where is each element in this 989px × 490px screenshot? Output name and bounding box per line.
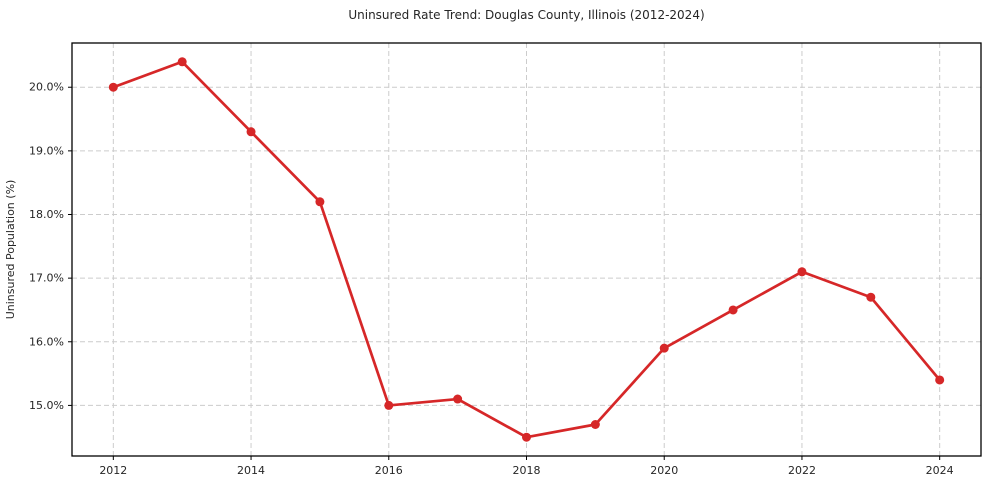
data-point <box>177 57 187 67</box>
chart-title: Uninsured Rate Trend: Douglas County, Il… <box>348 8 705 22</box>
data-point <box>108 82 118 92</box>
data-point <box>866 292 876 302</box>
data-point <box>384 400 394 410</box>
x-tick-label: 2024 <box>926 464 954 477</box>
data-point <box>590 420 600 429</box>
y-tick-label: 19.0% <box>29 144 64 157</box>
data-point <box>935 375 945 385</box>
data-point <box>315 197 325 207</box>
y-tick-label: 18.0% <box>29 208 64 221</box>
data-point <box>522 432 531 442</box>
plot-area-border <box>71 42 982 457</box>
data-point <box>659 343 669 353</box>
y-tick-label: 17.0% <box>29 272 64 285</box>
y-tick-label: 20.0% <box>29 81 64 94</box>
y-axis-label: Uninsured Population (%) <box>4 180 17 320</box>
data-point <box>246 127 256 137</box>
x-tick-label: 2022 <box>788 464 816 477</box>
data-point <box>728 305 738 315</box>
x-tick-label: 2014 <box>237 464 265 477</box>
x-tick-label: 2018 <box>513 464 541 477</box>
x-tick-label: 2016 <box>375 464 403 477</box>
x-tick-label: 2020 <box>650 464 678 477</box>
x-tick-label: 2012 <box>99 464 127 477</box>
data-point <box>453 394 463 404</box>
y-tick-label: 15.0% <box>29 399 64 412</box>
y-tick-label: 16.0% <box>29 335 64 348</box>
data-point <box>797 267 807 277</box>
